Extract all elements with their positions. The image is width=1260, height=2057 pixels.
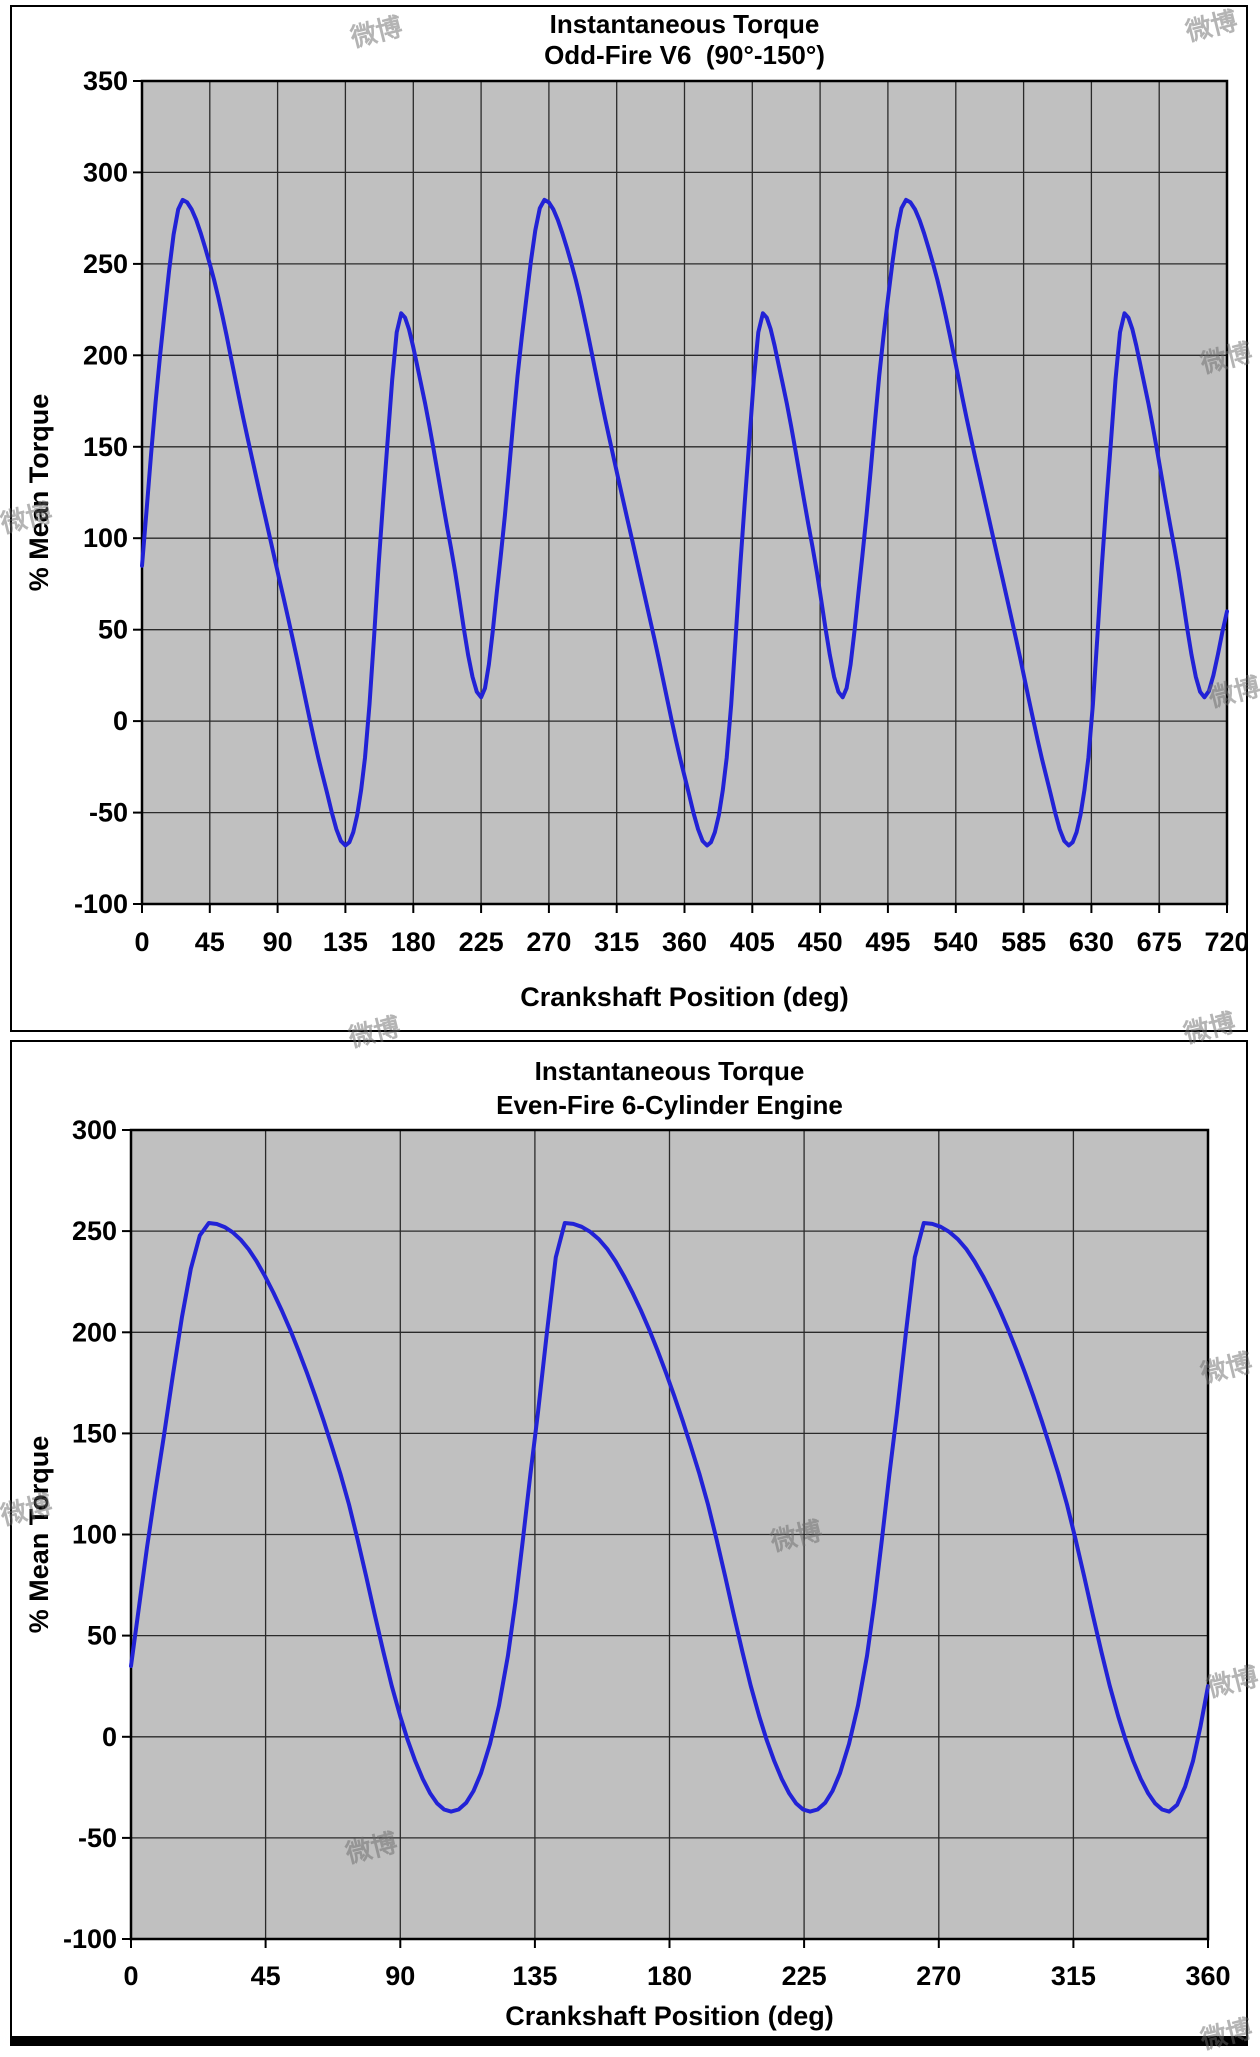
odd-fire-chart-panel: Instantaneous Torque Odd-Fire V6 (90°-15…	[10, 5, 1248, 1032]
x-tick-label: 360	[662, 927, 707, 957]
y-tick-label: 200	[83, 340, 128, 370]
y-tick-label: 300	[72, 1115, 117, 1145]
x-tick-label: 180	[391, 927, 436, 957]
y-tick-label: 150	[83, 432, 128, 462]
x-tick-label: 225	[782, 1961, 827, 1991]
y-tick-label: 250	[83, 249, 128, 279]
x-tick-label: 630	[1069, 927, 1114, 957]
y-axis-label: % Mean Torque	[24, 394, 54, 592]
x-tick-label: 495	[865, 927, 910, 957]
y-tick-label: 0	[113, 706, 128, 736]
even-fire-plot: 0 45 90 135 180 225 270 315 360 300 250 200 150 100 50…	[24, 1115, 1231, 2031]
x-tick-label: 270	[526, 927, 571, 957]
x-tick-label: 315	[594, 927, 639, 957]
y-tick-label: -50	[78, 1823, 117, 1853]
x-tick-label: 360	[1185, 1961, 1230, 1991]
x-tick-label: 315	[1051, 1961, 1096, 1991]
chart-title: Instantaneous Torque	[534, 1056, 805, 1086]
y-tick-label: 50	[98, 615, 128, 645]
x-tick-label: 675	[1137, 927, 1182, 957]
x-tick-label: 45	[195, 927, 225, 957]
y-tick-label: -100	[74, 889, 128, 919]
y-tick-label: 300	[83, 157, 128, 187]
x-tick-label: 180	[647, 1961, 692, 1991]
y-tick-label: -100	[63, 1924, 117, 1954]
x-tick-label: 585	[1001, 927, 1046, 957]
x-axis-label: Crankshaft Position (deg)	[505, 2001, 834, 2031]
x-tick-label: 90	[263, 927, 293, 957]
y-tick-label: 250	[72, 1216, 117, 1246]
torque-curve	[129, 1221, 1210, 1814]
x-tick-label: 90	[385, 1961, 415, 1991]
y-tick-label: 50	[87, 1621, 117, 1651]
x-tick-label: 720	[1204, 927, 1246, 957]
y-tick-label: -50	[89, 798, 128, 828]
y-tick-label: 150	[72, 1418, 117, 1448]
x-tick-label: 405	[730, 927, 775, 957]
y-tick-label: 0	[102, 1722, 117, 1752]
y-tick-label: 200	[72, 1317, 117, 1347]
plot-frame	[129, 1128, 1210, 1941]
even-fire-chart-panel: Instantaneous Torque Even-Fire 6-Cylinde…	[10, 1040, 1248, 2046]
x-tick-label: 450	[798, 927, 843, 957]
chart-subtitle: Odd-Fire V6 (90°-150°)	[544, 40, 825, 70]
y-tick-label: 100	[83, 523, 128, 553]
y-axis-label: % Mean Torque	[24, 1436, 54, 1634]
x-tick-label: 270	[916, 1961, 961, 1991]
odd-fire-plot: 0 45 90 135 180 225 270 315 360 405 450 495 540 585 63…	[24, 66, 1246, 1012]
y-tick-label: 350	[83, 66, 128, 96]
torque-curve	[140, 197, 1229, 848]
chart-subtitle: Even-Fire 6-Cylinder Engine	[496, 1090, 843, 1120]
x-tick-label: 135	[512, 1961, 557, 1991]
x-tick-label: 540	[933, 927, 978, 957]
chart-title: Instantaneous Torque	[549, 9, 820, 39]
x-tick-label: 225	[459, 927, 504, 957]
x-tick-label: 45	[251, 1961, 281, 1991]
x-tick-label: 135	[323, 927, 368, 957]
x-axis-label: Crankshaft Position (deg)	[520, 982, 849, 1012]
x-tick-label: 0	[134, 927, 149, 957]
plot-frame	[140, 79, 1229, 906]
x-tick-label: 0	[123, 1961, 138, 1991]
y-tick-label: 100	[72, 1520, 117, 1550]
